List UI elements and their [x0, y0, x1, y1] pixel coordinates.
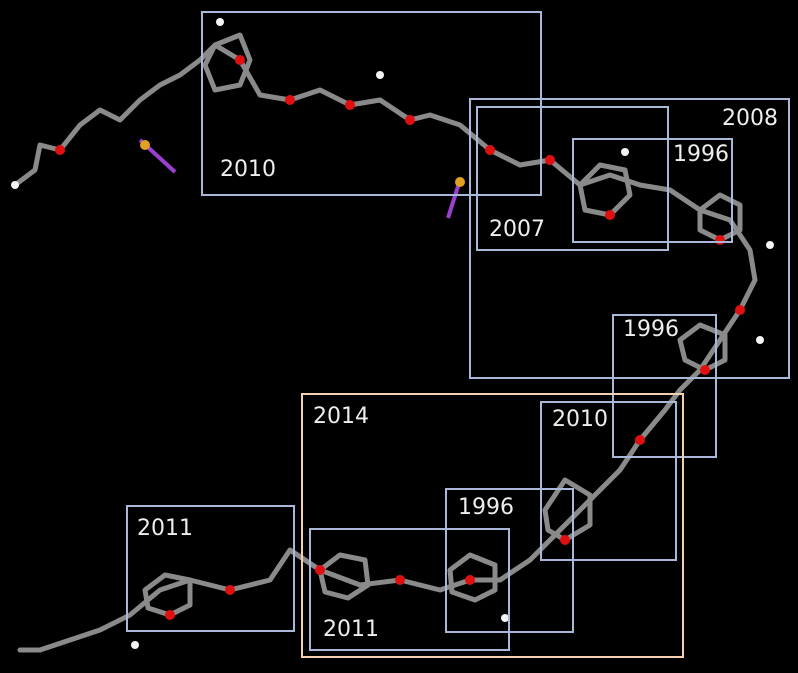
year-label: 2007 [489, 217, 545, 242]
year-label: 2014 [313, 404, 369, 429]
year-label: 1996 [673, 142, 729, 167]
atom [345, 100, 355, 110]
phosphorus-atom [455, 177, 465, 187]
ring [447, 552, 498, 603]
region-box [476, 106, 669, 251]
atom [545, 155, 555, 165]
atom [395, 575, 405, 585]
atom [131, 641, 139, 649]
year-label: 1996 [458, 495, 514, 520]
oxygen-atoms [55, 55, 745, 620]
atom [376, 71, 384, 79]
atom [700, 365, 710, 375]
ring [317, 552, 371, 601]
ring [577, 162, 633, 218]
ring [677, 322, 728, 373]
annotation-boxes: 2010 2008 2007 1996 1996 2014 2010 1996 … [126, 11, 790, 658]
atom [715, 235, 725, 245]
ring [142, 572, 193, 618]
ring [697, 192, 743, 243]
backbone [12, 42, 758, 653]
region-box [612, 314, 717, 458]
region-box [572, 138, 733, 243]
atom [285, 95, 295, 105]
region-box [201, 11, 542, 196]
year-label: 2011 [323, 617, 379, 642]
year-label: 1996 [623, 317, 679, 342]
atom [621, 148, 629, 156]
year-label: 2008 [722, 106, 778, 131]
atom [635, 435, 645, 445]
atom [405, 115, 415, 125]
atom [605, 210, 615, 220]
atom [55, 145, 65, 155]
year-label: 2010 [552, 407, 608, 432]
ring [202, 32, 253, 93]
year-label: 2011 [137, 516, 193, 541]
molecule [11, 18, 774, 653]
region-box [540, 401, 677, 561]
atom [766, 241, 774, 249]
atom [11, 181, 19, 189]
phosphorus-atom [140, 140, 150, 150]
region-box [301, 393, 684, 658]
atom [225, 585, 235, 595]
atom [315, 565, 325, 575]
ring [542, 477, 593, 543]
region-box [309, 528, 510, 651]
year-label: 2010 [220, 157, 276, 182]
atom [465, 575, 475, 585]
atom [501, 614, 509, 622]
atom [560, 535, 570, 545]
region-box [469, 98, 790, 379]
region-box [126, 505, 295, 632]
atom [735, 305, 745, 315]
atom [165, 610, 175, 620]
atom [235, 55, 245, 65]
atom [756, 336, 764, 344]
atom [485, 145, 495, 155]
atom [216, 18, 224, 26]
hydrogen-atoms [11, 18, 774, 649]
